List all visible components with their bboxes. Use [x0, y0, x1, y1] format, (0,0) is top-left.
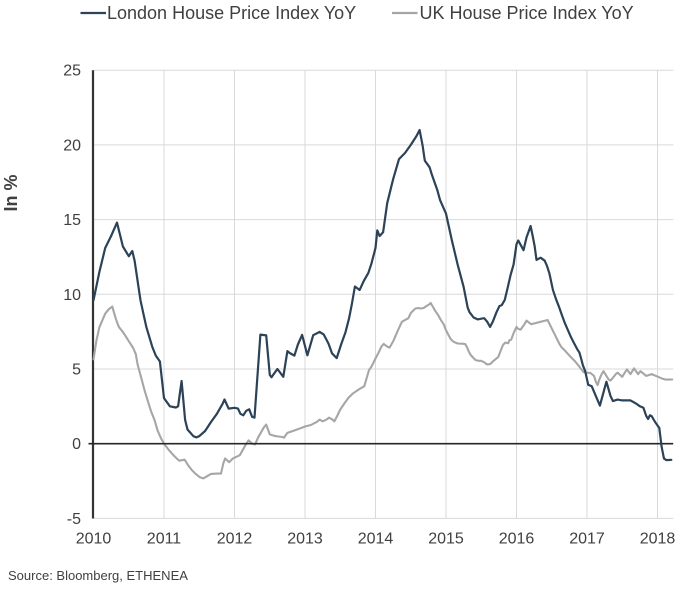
svg-text:20: 20 — [63, 137, 81, 154]
svg-text:2015: 2015 — [428, 531, 464, 548]
svg-text:2016: 2016 — [499, 531, 535, 548]
svg-text:2013: 2013 — [287, 531, 323, 548]
svg-text:15: 15 — [63, 212, 81, 229]
svg-text:2011: 2011 — [147, 531, 182, 548]
svg-text:2010: 2010 — [76, 531, 112, 548]
svg-text:10: 10 — [63, 287, 81, 304]
svg-text:-5: -5 — [67, 511, 81, 528]
svg-text:Source: Bloomberg, ETHENEA: Source: Bloomberg, ETHENEA — [8, 568, 188, 583]
svg-text:25: 25 — [63, 63, 81, 80]
svg-text:In %: In % — [1, 174, 21, 211]
svg-text:2014: 2014 — [358, 531, 394, 548]
svg-text:London House Price Index YoY: London House Price Index YoY — [107, 3, 356, 23]
svg-text:2018: 2018 — [640, 531, 676, 548]
svg-text:UK House Price Index YoY: UK House Price Index YoY — [420, 3, 634, 23]
svg-text:0: 0 — [72, 436, 81, 453]
svg-text:2012: 2012 — [217, 531, 253, 548]
svg-text:2017: 2017 — [569, 531, 605, 548]
svg-text:5: 5 — [72, 362, 81, 379]
